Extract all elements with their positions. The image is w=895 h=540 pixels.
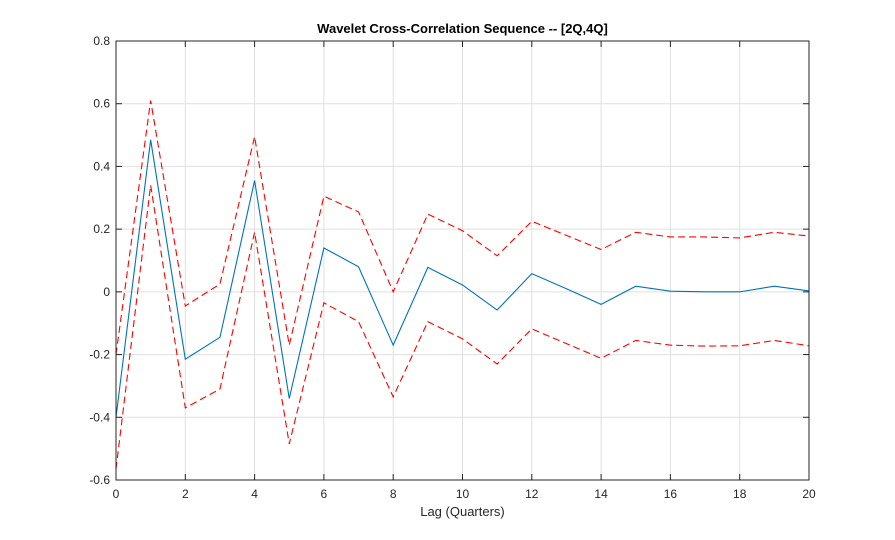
y-tick-label: 0.8 — [93, 34, 110, 48]
y-tick-label: -0.6 — [89, 473, 110, 487]
x-tick-label: 14 — [594, 487, 608, 501]
y-tick-label: 0 — [103, 285, 110, 299]
y-tick-label: -0.2 — [89, 348, 110, 362]
x-tick-label: 10 — [456, 487, 470, 501]
x-tick-label: 20 — [802, 487, 816, 501]
y-tick-label: 0.6 — [93, 97, 110, 111]
x-axis-title: Lag (Quarters) — [420, 504, 505, 519]
grid — [115, 40, 810, 481]
x-tick-label: 8 — [390, 487, 397, 501]
series-line-ccs — [115, 139, 810, 418]
series-line-upper-bound — [115, 100, 810, 355]
series-layer — [115, 100, 810, 470]
x-tick-label: 12 — [525, 487, 539, 501]
y-tick-label: 0.2 — [93, 222, 110, 236]
y-tick-label: 0.4 — [93, 159, 110, 173]
x-tick-label: 2 — [182, 487, 189, 501]
y-tick-label: -0.4 — [89, 410, 110, 424]
x-tick-label: 16 — [664, 487, 678, 501]
y-axis: -0.6 -0.4 -0.2 0 0.2 0.4 0.6 0.8 — [89, 34, 809, 487]
x-axis: 0 2 4 6 8 10 12 14 16 18 20 — [113, 41, 816, 501]
x-tick-label: 18 — [733, 487, 747, 501]
series-line-lower-bound — [115, 185, 810, 470]
x-tick-label: 6 — [321, 487, 328, 501]
x-tick-label: 0 — [113, 487, 120, 501]
chart-title: Wavelet Cross-Correlation Sequence -- [2… — [317, 21, 608, 36]
x-tick-label: 4 — [251, 487, 258, 501]
